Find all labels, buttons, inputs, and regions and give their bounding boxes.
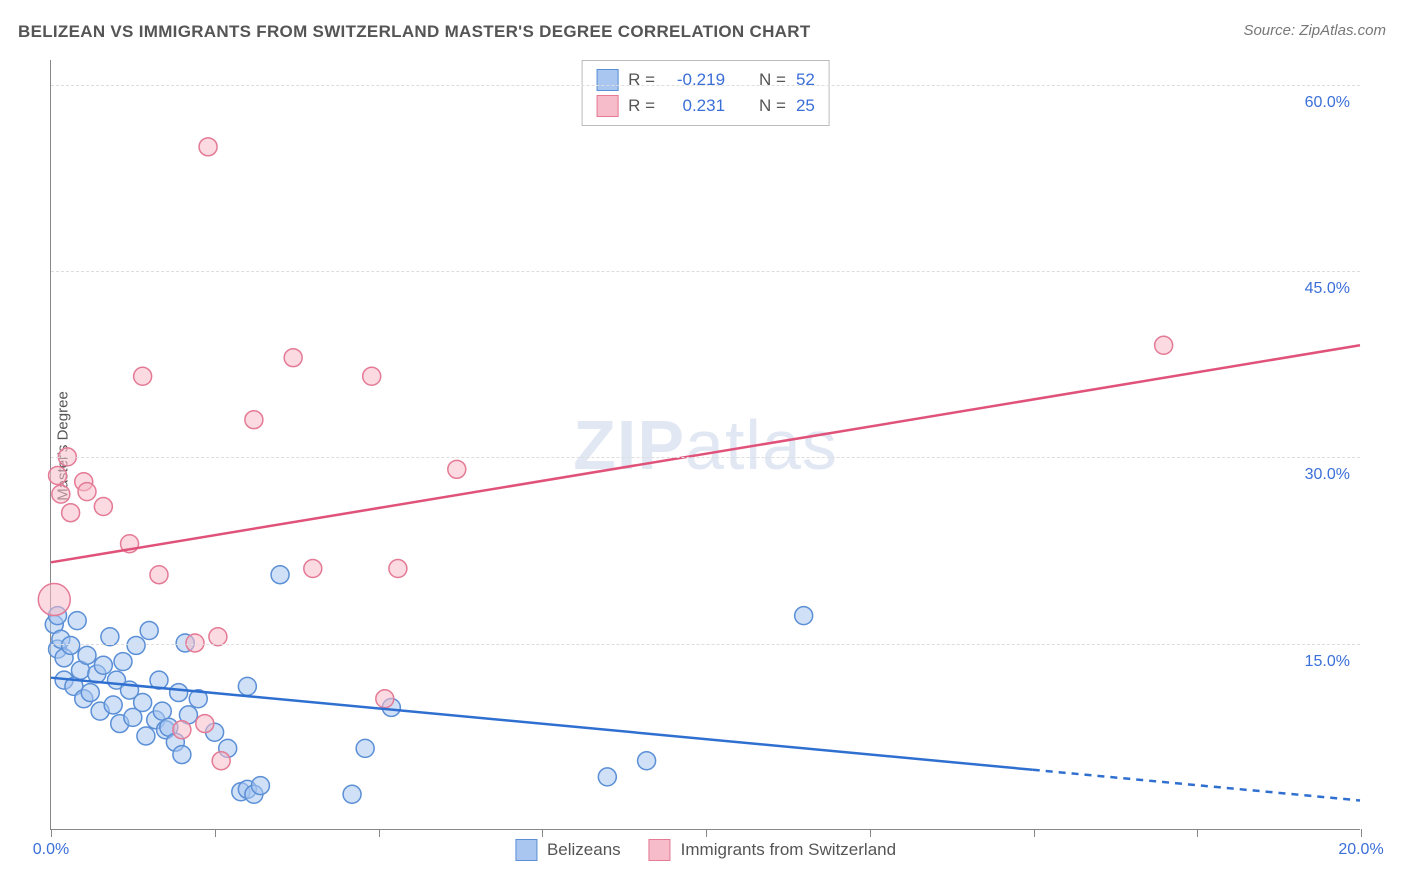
x-tick — [215, 829, 216, 837]
scatter-point — [94, 656, 112, 674]
legend-item: Belizeans — [515, 839, 621, 861]
n-value: 25 — [796, 96, 815, 116]
scatter-point — [196, 715, 214, 733]
gridline — [51, 644, 1360, 645]
n-label: N = — [759, 96, 786, 116]
x-tick — [379, 829, 380, 837]
trend-line — [51, 345, 1360, 562]
legend-swatch — [596, 95, 618, 117]
legend-swatch — [596, 69, 618, 91]
r-value: 0.231 — [665, 96, 725, 116]
x-tick — [1034, 829, 1035, 837]
scatter-point — [153, 702, 171, 720]
x-tick — [706, 829, 707, 837]
x-tick — [51, 829, 52, 837]
chart-title: BELIZEAN VS IMMIGRANTS FROM SWITZERLAND … — [18, 22, 811, 42]
scatter-point — [114, 653, 132, 671]
gridline — [51, 457, 1360, 458]
scatter-point — [199, 138, 217, 156]
legend-item: Immigrants from Switzerland — [649, 839, 896, 861]
scatter-point — [134, 693, 152, 711]
y-tick-label: 30.0% — [1305, 466, 1350, 484]
scatter-point — [173, 746, 191, 764]
scatter-point — [104, 696, 122, 714]
scatter-point — [448, 460, 466, 478]
gridline — [51, 85, 1360, 86]
scatter-point — [68, 612, 86, 630]
scatter-point — [78, 646, 96, 664]
scatter-point — [795, 607, 813, 625]
scatter-point — [1155, 336, 1173, 354]
legend-swatch — [515, 839, 537, 861]
scatter-point — [170, 684, 188, 702]
scatter-point — [376, 690, 394, 708]
r-value: -0.219 — [665, 70, 725, 90]
plot-area: ZIPatlas R =-0.219N =52R =0.231N =25 Bel… — [50, 60, 1360, 830]
scatter-point — [343, 785, 361, 803]
scatter-point — [78, 483, 96, 501]
legend-label: Belizeans — [547, 840, 621, 860]
legend-swatch — [649, 839, 671, 861]
x-tick-label: 20.0% — [1338, 841, 1383, 859]
x-tick — [1197, 829, 1198, 837]
x-tick-label: 0.0% — [33, 841, 69, 859]
scatter-point — [38, 584, 70, 616]
scatter-point — [363, 367, 381, 385]
y-tick-label: 45.0% — [1305, 280, 1350, 298]
scatter-point — [284, 349, 302, 367]
scatter-point — [62, 504, 80, 522]
scatter-point — [81, 684, 99, 702]
r-label: R = — [628, 96, 655, 116]
source-attribution: Source: ZipAtlas.com — [1243, 22, 1386, 39]
scatter-point — [137, 727, 155, 745]
trend-line-extrapolated — [1033, 770, 1360, 801]
legend-series: Belizeans Immigrants from Switzerland — [515, 839, 896, 861]
scatter-point — [245, 411, 263, 429]
scatter-point — [134, 367, 152, 385]
x-tick — [1361, 829, 1362, 837]
scatter-point — [251, 777, 269, 795]
n-label: N = — [759, 70, 786, 90]
y-tick-label: 15.0% — [1305, 653, 1350, 671]
scatter-point — [127, 636, 145, 654]
n-value: 52 — [796, 70, 815, 90]
legend-stat-row: R = -0.219 N = 52 — [596, 67, 815, 93]
scatter-point — [304, 560, 322, 578]
y-tick-label: 60.0% — [1305, 94, 1350, 112]
scatter-point — [212, 752, 230, 770]
scatter-point — [238, 677, 256, 695]
r-label: R = — [628, 70, 655, 90]
scatter-point — [389, 560, 407, 578]
scatter-point — [173, 721, 191, 739]
scatter-point — [140, 622, 158, 640]
scatter-point — [62, 636, 80, 654]
scatter-point — [638, 752, 656, 770]
scatter-point — [271, 566, 289, 584]
x-tick — [542, 829, 543, 837]
scatter-point — [49, 467, 67, 485]
scatter-point — [52, 485, 70, 503]
gridline — [51, 271, 1360, 272]
scatter-point — [94, 498, 112, 516]
legend-label: Immigrants from Switzerland — [681, 840, 896, 860]
scatter-point — [598, 768, 616, 786]
legend-stats: R = -0.219 N = 52 R = 0.231 N = 25 — [581, 60, 830, 126]
x-tick — [870, 829, 871, 837]
legend-stat-row: R = 0.231 N = 25 — [596, 93, 815, 119]
scatter-point — [356, 739, 374, 757]
chart-svg — [51, 60, 1360, 829]
scatter-point — [150, 566, 168, 584]
